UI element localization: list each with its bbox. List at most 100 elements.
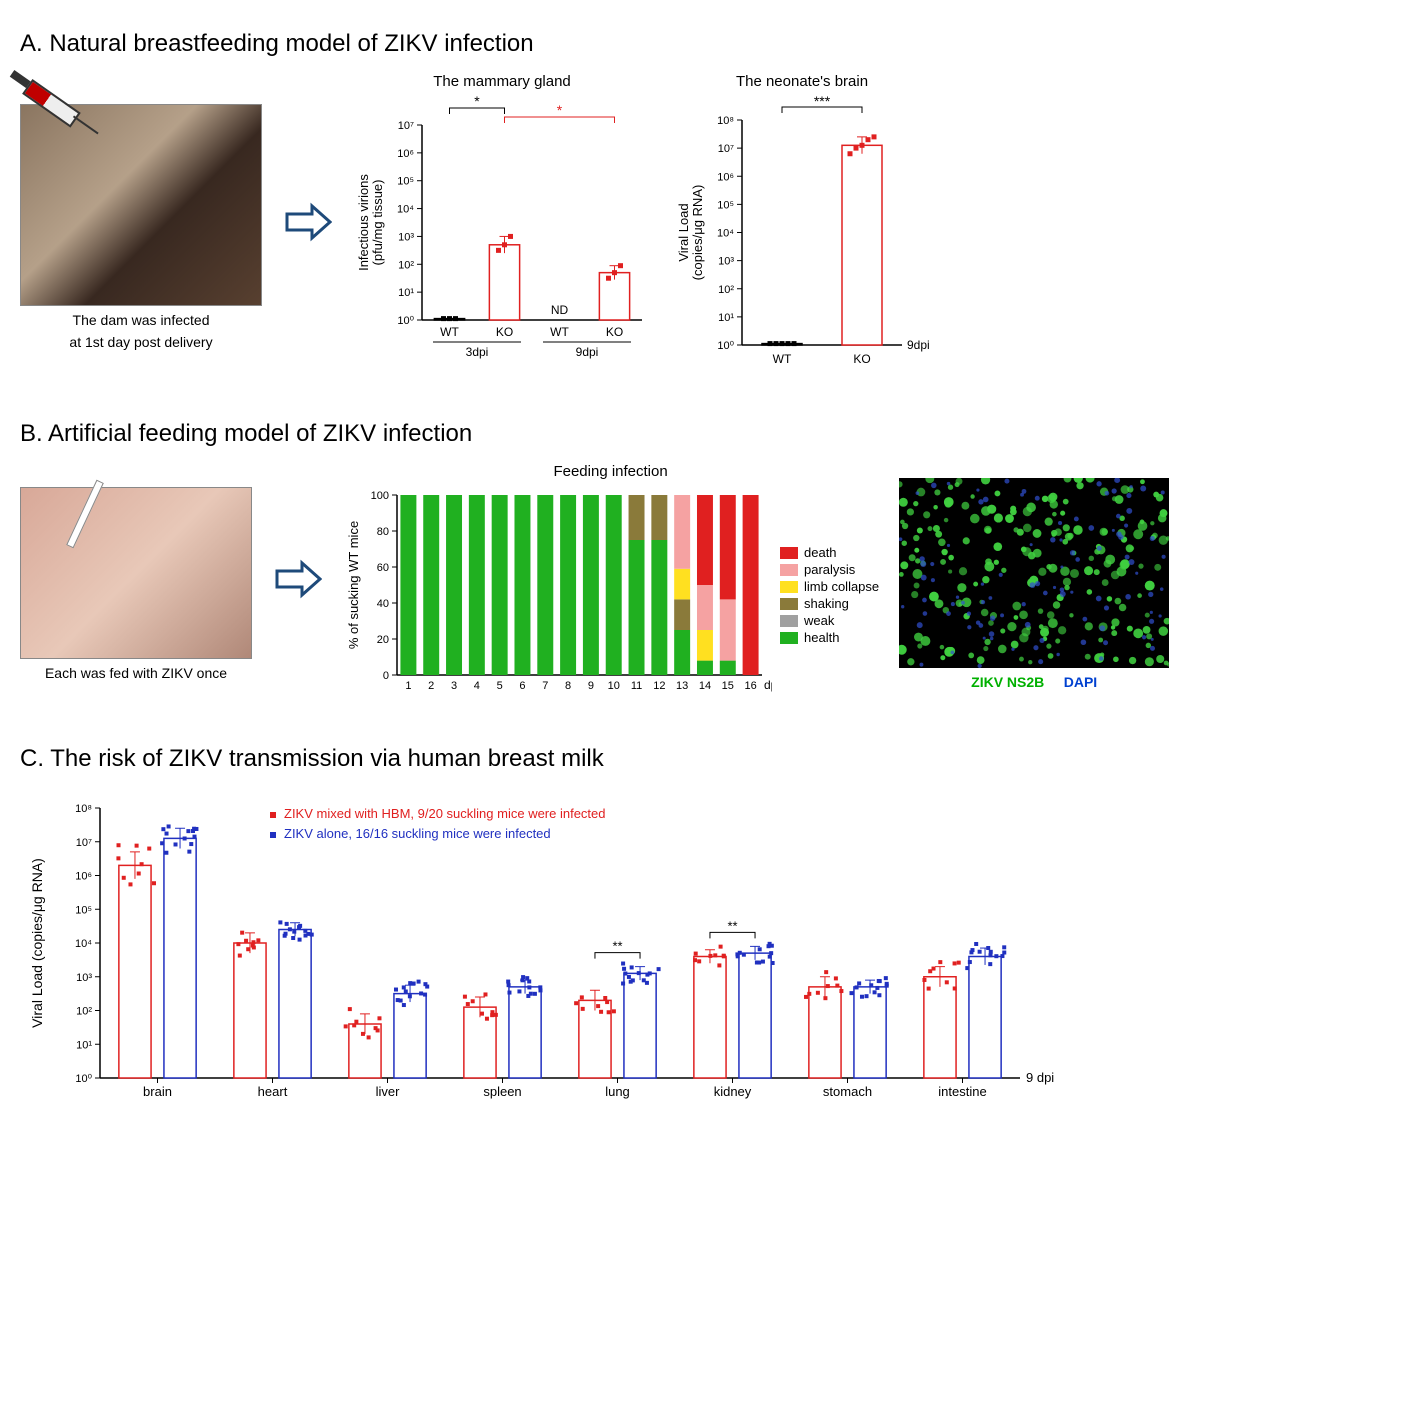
svg-text:Viral Load: Viral Load <box>676 203 691 261</box>
svg-text:10²: 10² <box>76 1006 92 1018</box>
chart2-title: The neonate's brain <box>672 73 932 90</box>
feeding-chart-title: Feeding infection <box>342 463 879 480</box>
panel-b-chart: Feeding infection 020406080100% of sucki… <box>342 463 879 705</box>
panel-a-title: A. Natural breastfeeding model of ZIKV i… <box>20 30 1404 58</box>
dam-caption-1: The dam was infected <box>20 312 262 328</box>
svg-text:10¹: 10¹ <box>398 287 414 299</box>
pup-caption: Each was fed with ZIKV once <box>20 665 252 681</box>
svg-text:10³: 10³ <box>398 231 414 243</box>
svg-text:14: 14 <box>699 680 711 692</box>
svg-text:12: 12 <box>653 680 665 692</box>
arrow-icon <box>282 202 332 252</box>
mammary-gland-chart: 10⁰10¹10²10³10⁴10⁵10⁶10⁷Infectious virio… <box>352 95 652 375</box>
svg-text:9: 9 <box>588 680 594 692</box>
svg-text:ND: ND <box>551 303 569 317</box>
legend-item-shaking: shaking <box>780 596 879 611</box>
svg-text:1: 1 <box>405 680 411 692</box>
svg-text:10⁷: 10⁷ <box>718 143 734 155</box>
svg-text:10⁷: 10⁷ <box>76 837 92 849</box>
svg-text:10⁰: 10⁰ <box>717 340 734 352</box>
svg-text:brain: brain <box>143 1084 172 1099</box>
svg-text:**: ** <box>612 939 622 954</box>
svg-text:10⁷: 10⁷ <box>398 120 414 132</box>
svg-text:**: ** <box>727 918 737 933</box>
svg-text:10⁰: 10⁰ <box>75 1073 92 1085</box>
svg-text:10¹: 10¹ <box>718 312 734 324</box>
svg-text:stomach: stomach <box>823 1084 872 1099</box>
svg-text:0: 0 <box>383 670 389 682</box>
fluorescence-caption: ZIKV NS2B DAPI <box>899 674 1169 690</box>
svg-text:Viral Load (copies/μg RNA): Viral Load (copies/μg RNA) <box>29 858 45 1028</box>
svg-text:intestine: intestine <box>938 1084 986 1099</box>
feeding-legend: deathparalysislimb collapseshakingweakhe… <box>780 543 879 647</box>
svg-text:10⁶: 10⁶ <box>717 171 734 183</box>
fluorescence-block: ZIKV NS2B DAPI <box>899 478 1169 690</box>
svg-text:10⁵: 10⁵ <box>397 176 414 188</box>
panel-a-image-block: The dam was infected at 1st day post del… <box>20 104 262 350</box>
svg-text:7: 7 <box>542 680 548 692</box>
svg-text:10¹: 10¹ <box>76 1039 92 1051</box>
legend-item-health: health <box>780 630 879 645</box>
svg-text:3dpi: 3dpi <box>466 345 489 359</box>
svg-text:10⁶: 10⁶ <box>397 148 414 160</box>
svg-text:heart: heart <box>258 1084 288 1099</box>
svg-text:ZIKV alone, 16/16 suckling mic: ZIKV alone, 16/16 suckling mice were inf… <box>284 826 551 841</box>
panel-b-row: Each was fed with ZIKV once Feeding infe… <box>20 463 1404 705</box>
panel-a-row: The dam was infected at 1st day post del… <box>20 73 1404 380</box>
svg-text:*: * <box>474 95 480 109</box>
svg-text:(pfu/mg tissue): (pfu/mg tissue) <box>370 180 385 266</box>
svg-text:10⁸: 10⁸ <box>717 115 734 127</box>
svg-text:20: 20 <box>377 634 389 646</box>
panel-a-chart1: The mammary gland 10⁰10¹10²10³10⁴10⁵10⁶1… <box>352 73 652 380</box>
svg-text:10⁵: 10⁵ <box>75 904 92 916</box>
fluorescence-image <box>899 478 1169 668</box>
panel-a: A. Natural breastfeeding model of ZIKV i… <box>20 30 1404 380</box>
svg-text:10³: 10³ <box>718 256 734 268</box>
svg-text:liver: liver <box>376 1084 401 1099</box>
svg-text:10⁵: 10⁵ <box>717 199 734 211</box>
panel-a-chart2: The neonate's brain 10⁰10¹10²10³10⁴10⁵10… <box>672 73 932 380</box>
svg-text:Infectious virions: Infectious virions <box>356 174 371 271</box>
feeding-infection-chart: 020406080100% of sucking WT mice12345678… <box>342 485 772 705</box>
syringe-icon <box>3 61 102 143</box>
svg-text:KO: KO <box>853 352 870 366</box>
svg-text:% of sucking WT mice: % of sucking WT mice <box>346 521 361 649</box>
svg-text:ZIKV mixed with HBM, 9/20 suck: ZIKV mixed with HBM, 9/20 suckling mice … <box>284 806 606 821</box>
legend-item-death: death <box>780 545 879 560</box>
arrow-icon <box>272 559 322 609</box>
svg-text:KO: KO <box>496 325 513 339</box>
svg-text:spleen: spleen <box>483 1084 521 1099</box>
svg-text:16: 16 <box>744 680 756 692</box>
panel-b-image-block: Each was fed with ZIKV once <box>20 487 252 681</box>
legend-item-limb: limb collapse <box>780 579 879 594</box>
panel-b-title: B. Artificial feeding model of ZIKV infe… <box>20 420 1404 448</box>
svg-text:dpi: dpi <box>764 678 772 692</box>
svg-text:9 dpi: 9 dpi <box>1026 1070 1054 1085</box>
svg-text:100: 100 <box>371 490 389 502</box>
svg-text:15: 15 <box>722 680 734 692</box>
svg-text:10²: 10² <box>398 259 414 271</box>
svg-text:9dpi: 9dpi <box>576 345 599 359</box>
panel-b: B. Artificial feeding model of ZIKV infe… <box>20 420 1404 705</box>
svg-text:3: 3 <box>451 680 457 692</box>
svg-text:10²: 10² <box>718 284 734 296</box>
pup-photo-placeholder <box>20 487 252 659</box>
svg-text:10³: 10³ <box>76 972 92 984</box>
fluo-green-label: ZIKV NS2B <box>971 674 1044 690</box>
svg-text:WT: WT <box>773 352 792 366</box>
svg-text:10⁶: 10⁶ <box>75 871 92 883</box>
svg-text:WT: WT <box>440 325 459 339</box>
svg-text:8: 8 <box>565 680 571 692</box>
svg-text:9dpi: 9dpi <box>907 338 930 352</box>
svg-text:kidney: kidney <box>714 1084 752 1099</box>
svg-text:60: 60 <box>377 562 389 574</box>
svg-text:40: 40 <box>377 598 389 610</box>
chart1-title: The mammary gland <box>352 73 652 90</box>
svg-text:10: 10 <box>608 680 620 692</box>
dam-caption-2: at 1st day post delivery <box>20 334 262 350</box>
svg-text:(copies/μg RNA): (copies/μg RNA) <box>690 185 705 281</box>
svg-text:WT: WT <box>550 325 569 339</box>
panel-c-title: C. The risk of ZIKV transmission via hum… <box>20 745 1404 773</box>
svg-text:***: *** <box>814 95 831 109</box>
fluo-blue-label: DAPI <box>1064 674 1097 690</box>
